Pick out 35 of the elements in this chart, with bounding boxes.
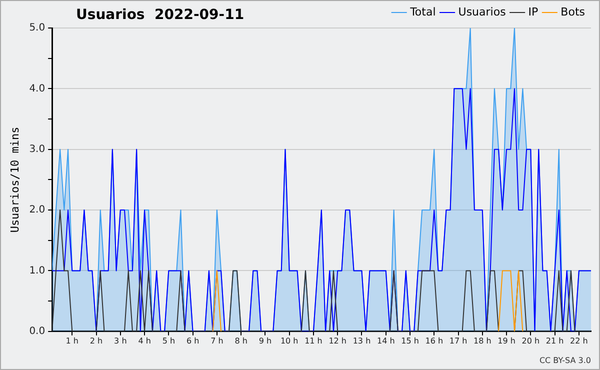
- y-tick-label: 1.0: [29, 265, 46, 276]
- x-tick-label: 21 h: [546, 336, 564, 346]
- x-tick-label: 2 h: [90, 336, 103, 346]
- x-tick-label: 17 h: [449, 336, 468, 346]
- x-tick-label: 14 h: [376, 336, 395, 346]
- x-tick-label: 8 h: [234, 336, 248, 346]
- x-tick-label: 19 h: [498, 336, 516, 346]
- legend-label: Usuarios: [458, 5, 506, 18]
- text: CC BY-SA 3.0: [539, 356, 591, 365]
- x-tick-label: 18 h: [474, 336, 492, 346]
- x-tick-label: 16 h: [425, 336, 444, 346]
- y-tick-label: 4.0: [29, 83, 46, 94]
- legend-label: Bots: [560, 5, 586, 18]
- legend-label: IP: [528, 5, 539, 18]
- y-tick-label: 0.0: [29, 326, 46, 337]
- x-tick-label: 13 h: [352, 336, 371, 346]
- y-tick-label: 2.0: [29, 204, 46, 216]
- x-tick-label: 9 h: [258, 336, 272, 346]
- x-tick-label: 22 h: [570, 336, 588, 346]
- x-tick-label: 15 h: [401, 336, 419, 346]
- x-tick-label: 1 h: [66, 336, 78, 346]
- x-tick-label: 12 h: [328, 336, 346, 346]
- x-tick-label: 5 h: [162, 336, 176, 346]
- legend-label: Total: [409, 5, 436, 18]
- x-tick-label: 3 h: [114, 336, 127, 346]
- x-tick-label: 7 h: [210, 336, 224, 346]
- x-tick-label: 10 h: [280, 336, 298, 346]
- x-tick-label: 11 h: [304, 336, 322, 346]
- y-tick-label: 3.0: [29, 144, 46, 155]
- x-tick-label: 4 h: [138, 336, 151, 346]
- chart-title: Usuarios 2022-09-11: [76, 7, 244, 23]
- x-tick-label: 6 h: [186, 336, 200, 346]
- y-axis-title: Usuarios/10 mins: [8, 126, 22, 233]
- x-tick-label: 20 h: [522, 336, 540, 346]
- y-tick-label: 5.0: [29, 22, 46, 34]
